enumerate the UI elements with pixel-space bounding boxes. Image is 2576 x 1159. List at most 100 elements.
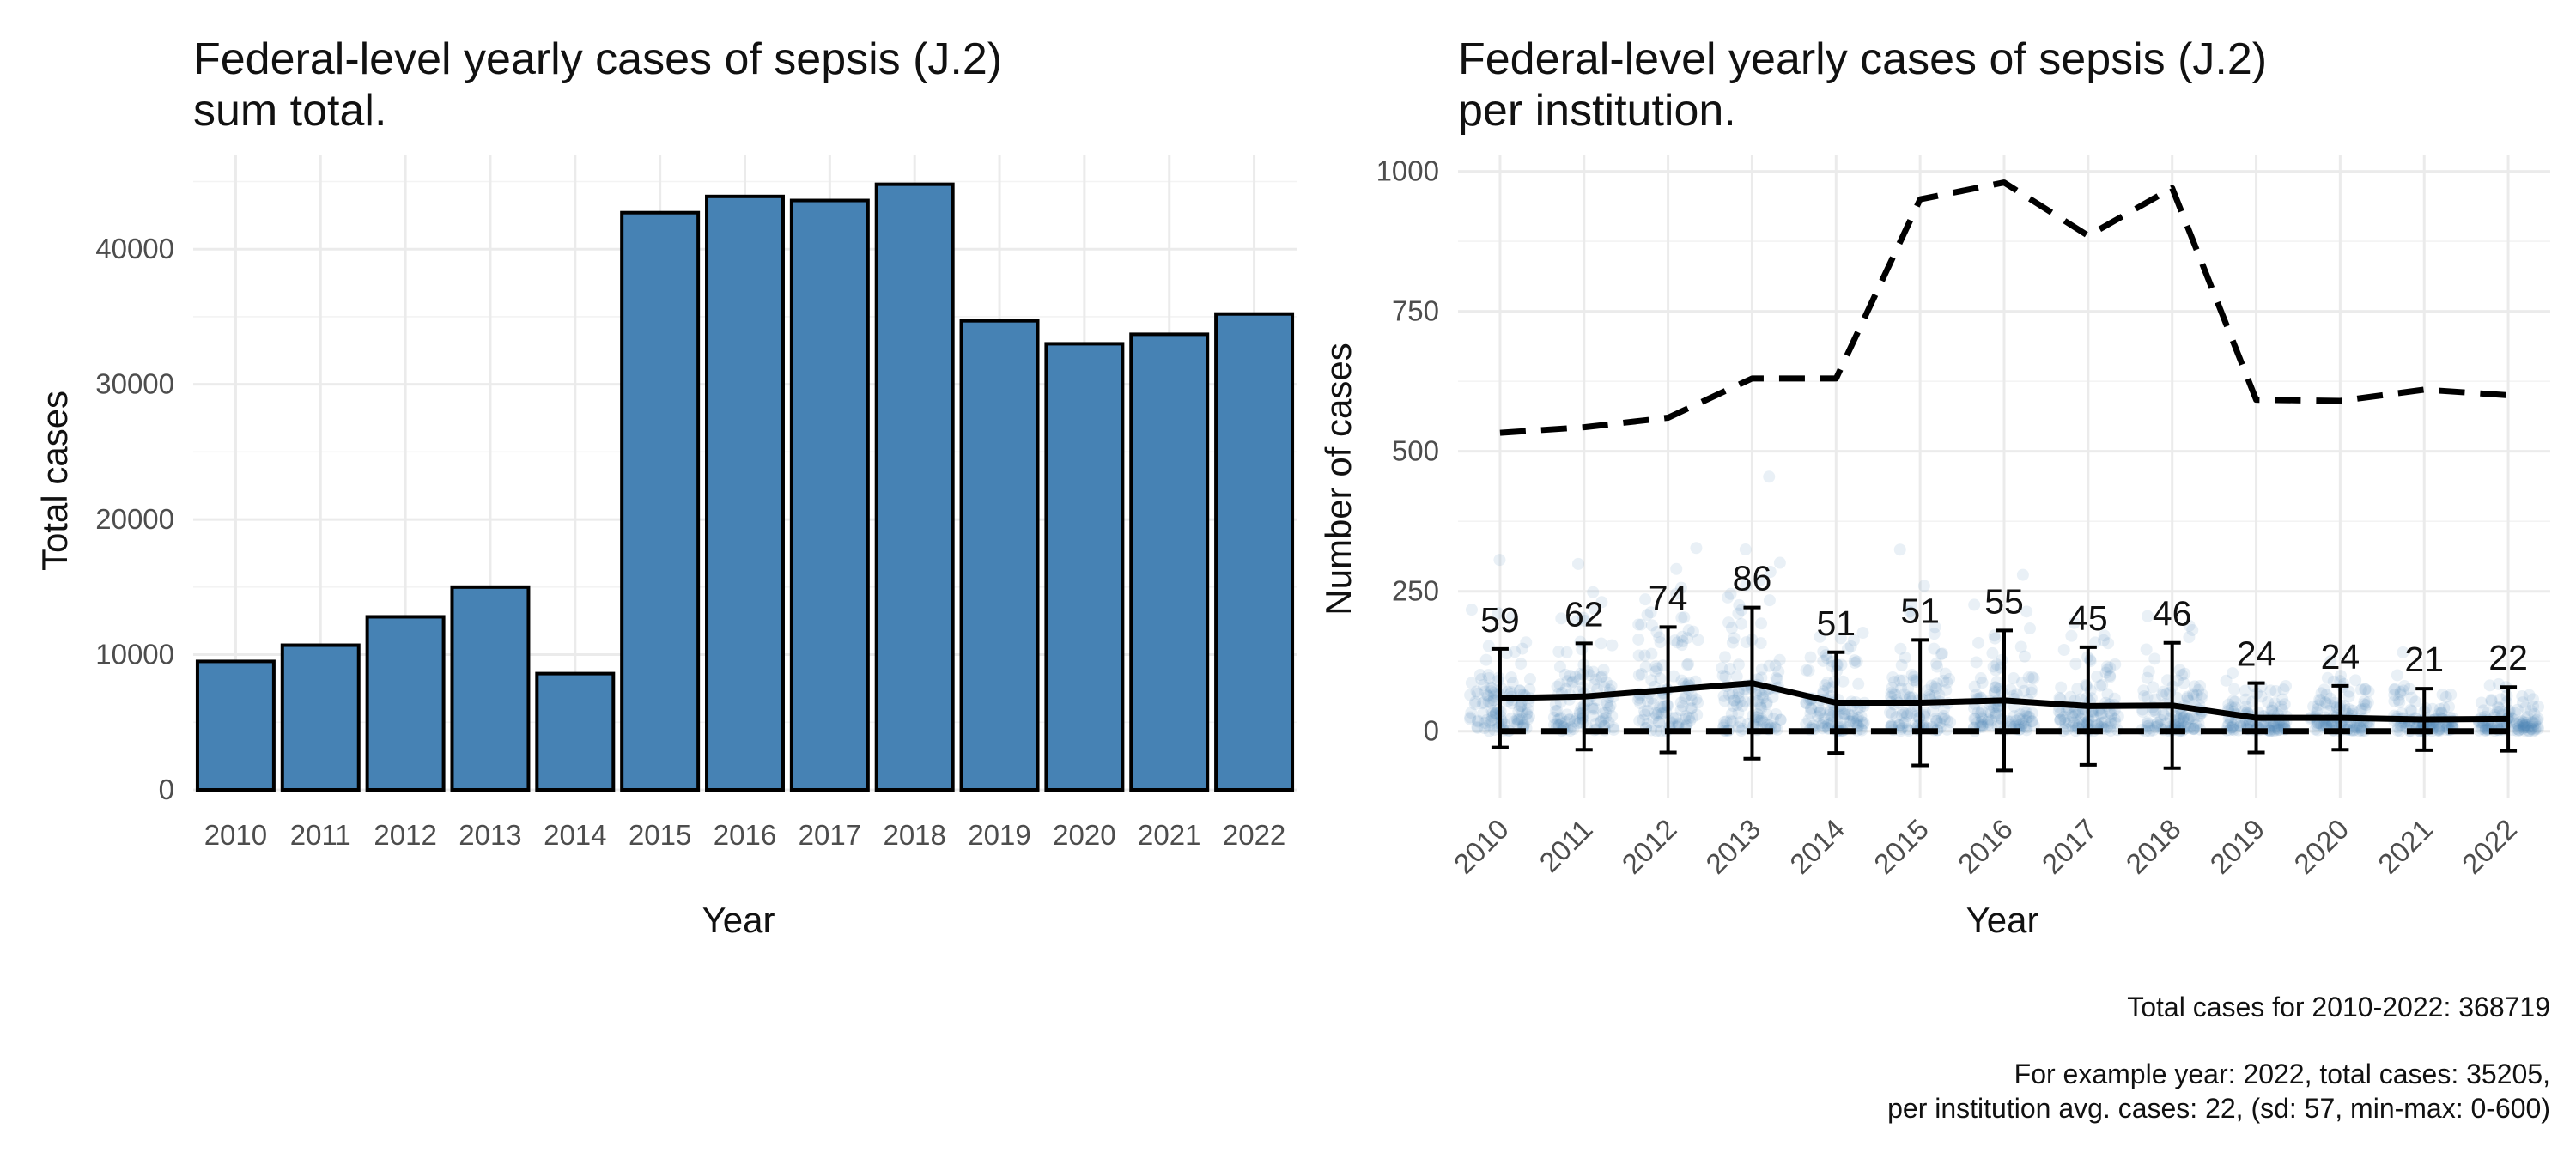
institution-point [1929,689,1941,702]
institution-point [1800,697,1813,710]
institution-point [2398,679,2411,692]
institution-point [1684,714,1697,727]
line-y-tick-label: 750 [1392,295,1439,327]
institution-point [2433,719,2445,732]
institution-point [1901,707,1914,720]
institution-point [1487,709,1500,722]
institution-point [1904,605,1917,618]
institution-point [2324,699,2337,712]
institution-point [1603,702,1616,715]
institution-point [1583,669,1595,682]
institution-point [2186,623,2199,636]
institution-point [2349,674,2362,687]
institution-point [2280,680,2293,693]
institution-point [1595,637,1607,650]
institution-point [1512,705,1525,718]
institution-point [1937,710,1950,723]
institution-point [2066,720,2079,733]
institution-point [2409,695,2422,708]
institution-point [1897,717,1910,730]
institution-point [1692,634,1704,646]
institution-point [2016,713,2029,726]
institution-point [1638,649,1651,662]
institution-point [2058,713,2071,726]
institution-point [1943,672,1956,685]
institution-point [1939,667,1952,680]
institution-point [1897,706,1910,719]
institution-point [2020,724,2033,737]
institution-point [1819,720,1832,733]
institution-point [1987,660,2000,673]
institution-point [2188,680,2201,693]
institution-point [1975,704,1988,717]
institution-point [1974,719,1987,731]
institution-point [2065,629,2078,642]
institution-point [1600,676,1613,689]
institution-point [1513,684,1526,697]
institution-point [2334,675,2347,688]
institution-point [1931,660,1944,673]
institution-point [1676,700,1689,713]
institution-point [1521,703,1534,716]
institution-point [2426,702,2439,715]
bar-2022 [1214,312,1295,792]
institution-point [1724,714,1737,727]
institution-point [2018,684,2031,697]
institution-point [2405,705,2418,718]
institution-point [1846,709,1859,722]
institution-point [1732,707,1745,719]
institution-point [1937,674,1950,687]
institution-point [2075,713,2087,725]
institution-point [2141,719,2154,732]
institution-point [2272,723,2285,736]
institution-point [2394,688,2407,701]
institution-point [1632,633,1645,646]
institution-point [2320,719,2333,731]
institution-point [2442,701,2455,713]
institution-point [2023,622,2036,634]
institution-point [1805,701,1818,714]
institution-point [1726,636,1739,649]
institution-point [1632,649,1645,662]
institution-point [1513,713,1526,725]
institution-point [1993,683,2006,695]
institution-point [1563,713,1576,726]
bar-chart-title-line2: sum total. [193,86,386,136]
institution-point [2183,619,2196,632]
institution-point [2317,719,2330,731]
institution-point [1851,713,1864,726]
institution-point [2271,722,2284,735]
institution-point [2164,686,2177,699]
institution-point [2510,717,2523,730]
bar-chart-x-ticks: 2010 2011 2012 2013 2014 2015 2016 2017 2018 2019… [204,819,1286,851]
institution-point [1561,708,1574,721]
institution-point [1903,725,1916,737]
institution-point [1515,658,1528,671]
institution-point [1675,674,1688,687]
institution-point [2105,717,2117,730]
institution-point [2069,658,2082,671]
institution-point [2274,723,2287,736]
institution-point [2223,724,2236,737]
institution-point [2527,720,2540,733]
institution-point [1631,693,1644,706]
institution-point [2104,661,2117,674]
institution-point [2066,711,2079,724]
institution-point [1515,700,1528,713]
mean-value-label: 22 [2488,638,2528,677]
bar-x-tick-label: 2021 [1138,819,1200,851]
institution-point [2188,723,2201,736]
institution-point [2388,683,2401,696]
institution-point [1484,715,1497,728]
institution-point [1856,724,1868,737]
institution-point [2025,683,2038,696]
institution-point [1757,691,1770,704]
institution-point [2329,696,2342,709]
institution-point [1827,705,1840,718]
institution-point [1736,700,1749,713]
institution-point [2172,713,2185,725]
institution-point [2512,725,2524,737]
institution-point [1895,709,1908,722]
institution-point [1895,658,1908,671]
institution-point [2269,684,2282,697]
